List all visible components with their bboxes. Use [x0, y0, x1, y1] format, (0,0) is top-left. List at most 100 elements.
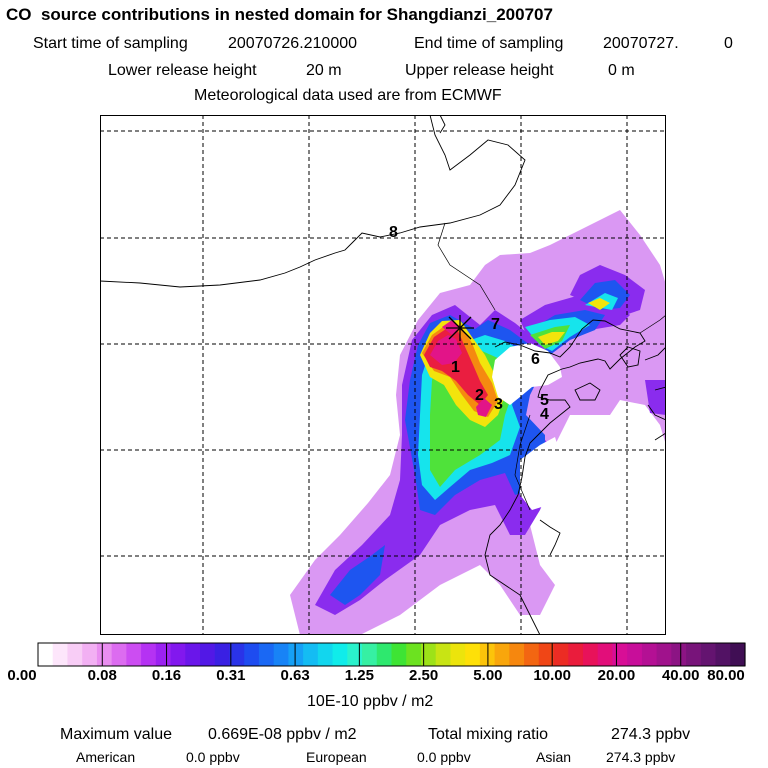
- color-scale-cell: [288, 643, 304, 666]
- asian-value: 274.3 ppbv: [606, 749, 676, 765]
- color-scale-cell: [730, 643, 746, 666]
- color-scale-cell: [170, 643, 186, 666]
- start-time-label: Start time of sampling: [33, 35, 188, 52]
- plume-layer-magenta: [430, 320, 492, 417]
- color-scale-cell: [641, 643, 658, 666]
- color-scale-cell: [450, 643, 466, 666]
- color-scale-cell: [612, 643, 628, 666]
- map-label-1: 1: [451, 359, 460, 376]
- color-scale-cell: [362, 643, 378, 666]
- color-scale-tick-label: 5.00: [473, 667, 503, 684]
- lower-height-value: 20 m: [306, 62, 342, 79]
- asian-label: Asian: [536, 749, 572, 765]
- color-scale-cell: [229, 643, 245, 666]
- upper-height-label: Upper release height: [405, 62, 554, 79]
- color-scale-cell: [538, 643, 555, 666]
- color-scale-cell: [700, 643, 717, 666]
- color-scale-cell: [214, 643, 231, 666]
- color-scale-tick-label: 40.00: [661, 667, 700, 684]
- color-scale-cell: [141, 643, 157, 666]
- color-scale-cell: [273, 643, 289, 666]
- coastline: [100, 115, 666, 635]
- color-scale-cell: [155, 643, 172, 666]
- lat-lon-grid: [100, 115, 666, 635]
- plot-title: CO source contributions in nested domain…: [6, 5, 553, 24]
- lower-height-label: Lower release height: [108, 62, 257, 79]
- color-scale-cell: [185, 643, 201, 666]
- color-scale-tick-label: 0.00: [7, 667, 37, 684]
- total-mixing-label: Total mixing ratio: [428, 726, 549, 743]
- clear-area: [492, 343, 562, 510]
- color-scale-cell: [52, 643, 69, 666]
- color-scale-frame: [37, 642, 746, 667]
- color-scale-unit: 10E-10 ppbv / m2: [307, 693, 434, 710]
- color-scale-cell: [465, 643, 481, 666]
- color-scale-cell: [38, 643, 54, 666]
- color-scale-cell: [671, 643, 687, 666]
- color-scale-cell: [568, 643, 584, 666]
- map-label-2: 2: [475, 387, 484, 404]
- color-scale-cell: [111, 643, 127, 666]
- color-scale-cell: [67, 643, 83, 666]
- map-frame: [100, 115, 666, 635]
- color-scale-cell: [656, 643, 672, 666]
- color-scale-tick-label: 0.31: [216, 667, 246, 684]
- total-mixing-value: 274.3 ppbv: [611, 726, 691, 743]
- map-label-7: 7: [491, 316, 500, 333]
- color-scale-cell: [686, 643, 702, 666]
- color-scale-tick-label: 0.63: [280, 667, 310, 684]
- color-scale-cell: [376, 643, 393, 666]
- american-value: 0.0 ppbv: [186, 749, 240, 765]
- color-scale-cell: [494, 643, 510, 666]
- color-scale-tick-label: 0.08: [87, 667, 117, 684]
- color-scale-cell: [553, 643, 569, 666]
- map-label-3: 3: [494, 396, 503, 413]
- met-data-line: Meteorological data used are from ECMWF: [194, 87, 502, 104]
- color-scale-tick-label: 1.25: [344, 667, 374, 684]
- color-scale-cell: [435, 643, 452, 666]
- color-scale-cell: [582, 643, 599, 666]
- color-scale-cell: [332, 643, 348, 666]
- color-scale-cell: [347, 643, 363, 666]
- american-label: American: [76, 749, 136, 765]
- map-label-5: 5: [540, 392, 549, 409]
- color-scale-cell: [82, 643, 98, 666]
- end-time-extra: 0: [724, 35, 733, 52]
- color-scale-cell: [597, 643, 614, 666]
- color-scale-dividers: [101, 643, 682, 666]
- start-time-value: 20070726.210000: [228, 35, 358, 52]
- color-scale-cell: [126, 643, 142, 666]
- max-value: 0.669E-08 ppbv / m2: [208, 726, 357, 743]
- color-scale-cells: [38, 643, 746, 666]
- color-scale-cell: [627, 643, 643, 666]
- province-border: [437, 222, 666, 511]
- color-scale-cell: [509, 643, 525, 666]
- map-label-8: 8: [389, 224, 398, 241]
- star-marker-icon: [446, 315, 474, 341]
- color-scale-cell: [524, 643, 540, 666]
- end-time-label: End time of sampling: [414, 35, 564, 52]
- map-label-6: 6: [531, 351, 540, 368]
- color-scale-cell: [244, 643, 260, 666]
- color-scale-tick-label: 2.50: [409, 667, 439, 684]
- color-scale-tick-label: 0.16: [151, 667, 182, 684]
- color-scale-cell: [303, 643, 319, 666]
- european-value: 0.0 ppbv: [417, 749, 471, 765]
- max-value-label: Maximum value: [60, 726, 173, 743]
- color-scale-cell: [317, 643, 334, 666]
- concentration-map: 1 2 3 4 5 6 7 8: [100, 115, 666, 635]
- color-scale-tick-label: 10.00: [533, 667, 571, 684]
- color-scale-cell: [715, 643, 731, 666]
- color-scale-tick-label: 20.00: [597, 667, 636, 684]
- color-scale-cell: [258, 643, 275, 666]
- color-scale-tick-label: 80.00: [707, 667, 745, 684]
- upper-height-value: 0 m: [608, 62, 635, 79]
- color-scale-cell: [200, 643, 216, 666]
- color-scale-bar: [37, 642, 746, 667]
- european-label: European: [306, 749, 367, 765]
- map-label-4: 4: [540, 406, 549, 423]
- color-scale-cell: [391, 643, 407, 666]
- color-scale-cell: [420, 643, 437, 666]
- end-time-value: 20070727.: [603, 35, 679, 52]
- color-scale-cell: [96, 643, 113, 666]
